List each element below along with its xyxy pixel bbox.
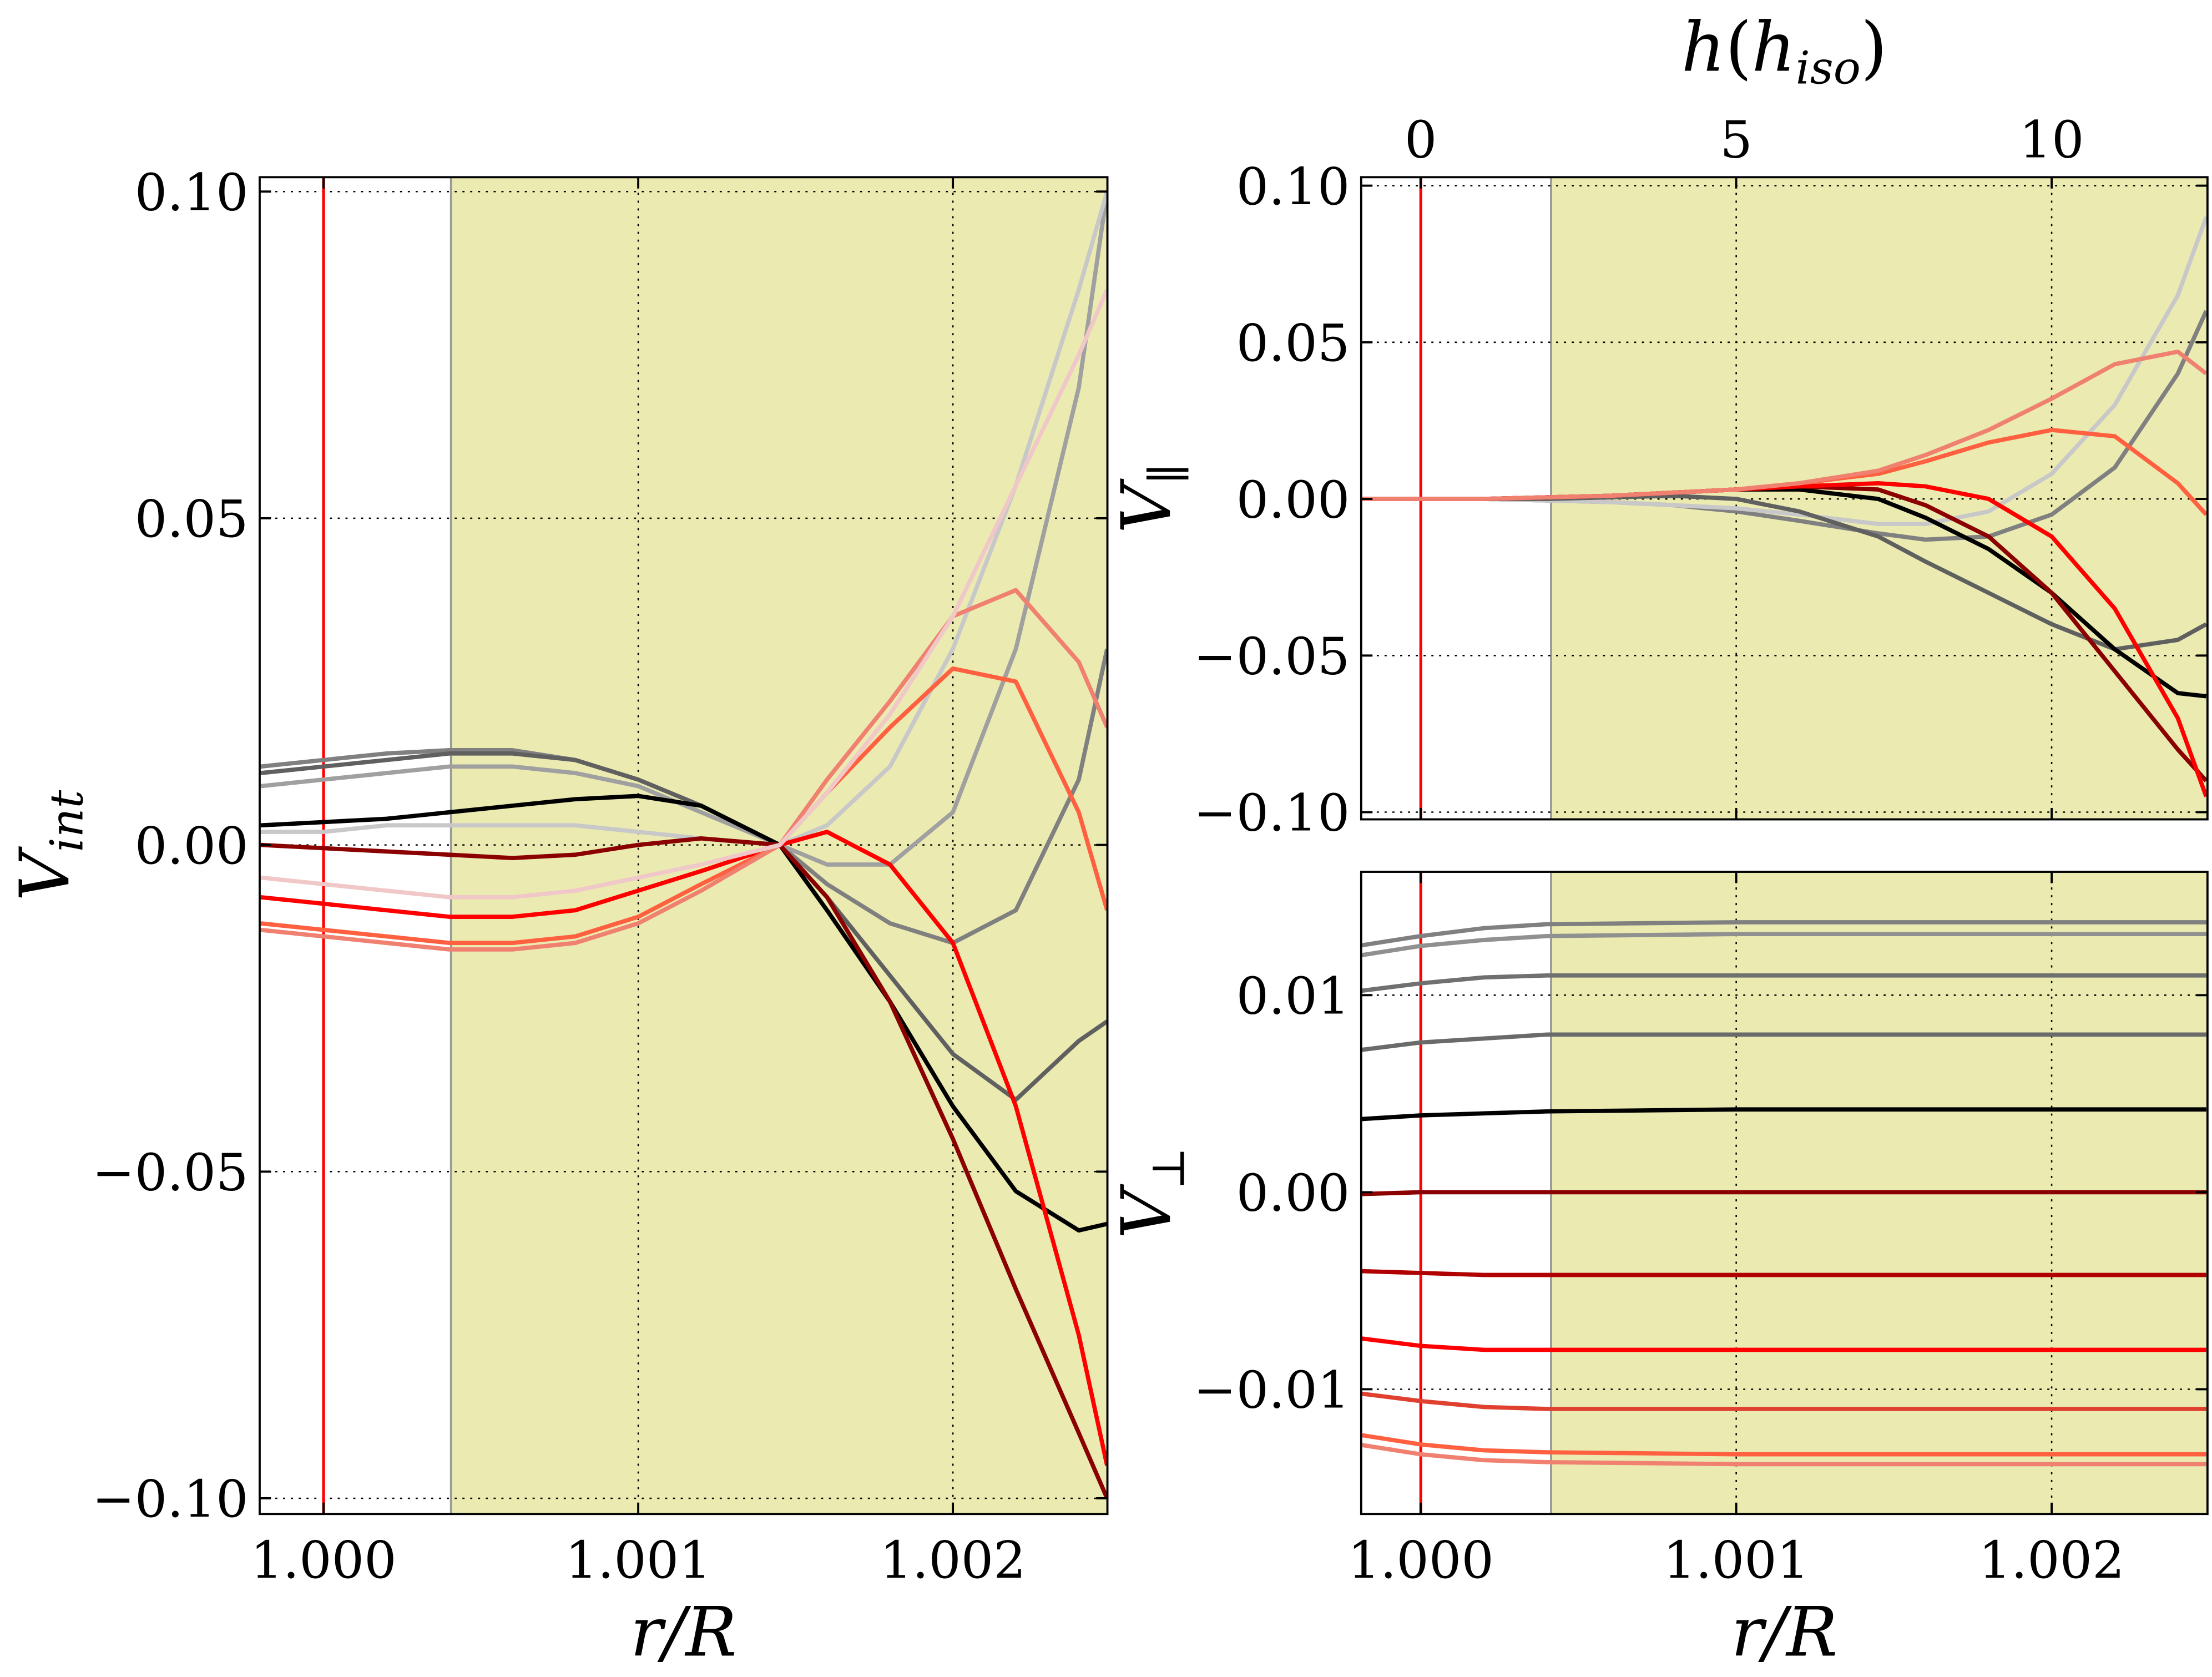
- x-tick-label: 1.000: [1348, 1530, 1494, 1590]
- y-tick-label: −0.05: [1194, 627, 1350, 686]
- y-tick-label: −0.10: [92, 1469, 249, 1529]
- plot-area: [1361, 177, 2208, 820]
- y-tick-label: 0.10: [1236, 157, 1350, 216]
- y-tick-label: 0.01: [1236, 967, 1350, 1026]
- line-series: [1361, 1032, 2206, 1052]
- line-series: [1361, 1107, 2206, 1122]
- line-series: [1361, 1269, 2206, 1277]
- label-part: int: [41, 790, 94, 852]
- line-series: [1361, 920, 2206, 948]
- line-series: [1361, 1391, 2206, 1411]
- y-tick-label: 0.00: [1236, 1164, 1350, 1223]
- x-axis-label: r/R: [1731, 1593, 1837, 1672]
- label-part: h: [1752, 8, 1796, 87]
- line-series: [260, 830, 1108, 1466]
- label-part: (: [1725, 8, 1752, 87]
- y-tick-label: 0.05: [135, 489, 249, 549]
- label-part: V: [5, 846, 84, 901]
- line-series: [1361, 1336, 2206, 1352]
- label-part: ): [1861, 8, 1887, 87]
- line-series: [1361, 1442, 2206, 1467]
- line-series: [260, 666, 1108, 946]
- x-tick-label: 1.000: [250, 1530, 396, 1590]
- x2-tick-label: 0: [1405, 110, 1437, 170]
- x2-tick-label: 10: [2019, 110, 2084, 170]
- y-tick-label: 0.05: [1236, 314, 1350, 373]
- x-tick-label: 1.002: [1978, 1530, 2124, 1590]
- y-axis-label: Vint: [5, 790, 94, 901]
- axes-frame: [259, 176, 1109, 1516]
- x-tick-label: 1.002: [880, 1530, 1026, 1590]
- y-axis-label: V∥: [1107, 463, 1195, 533]
- line-series: [1361, 1433, 2206, 1457]
- x-axis-label: r/R: [630, 1593, 737, 1672]
- line-series: [260, 836, 1108, 1499]
- label-part: h: [1681, 8, 1725, 87]
- line-series: [1361, 1190, 2206, 1196]
- y-tick-label: 0.00: [135, 816, 249, 876]
- x-tick-label: 1.001: [1663, 1530, 1809, 1590]
- y-tick-label: 0.00: [1236, 470, 1350, 529]
- plot-area: [1361, 872, 2208, 1514]
- x-tick-label: 1.001: [565, 1530, 711, 1590]
- label-part: V: [1107, 1183, 1186, 1239]
- label-part: iso: [1796, 42, 1861, 95]
- y-tick-label: 0.10: [135, 163, 249, 222]
- line-series: [260, 191, 1108, 867]
- line-series: [1361, 349, 2208, 501]
- label-part: V: [1107, 478, 1186, 533]
- x2-tick-label: 5: [1720, 110, 1753, 170]
- axes-frame: [1360, 176, 2209, 821]
- line-series: [1361, 973, 2206, 993]
- label-part: ∥: [1142, 463, 1195, 484]
- x2-axis-label: h(hiso): [1681, 8, 1887, 95]
- y-tick-label: −0.10: [1194, 784, 1350, 843]
- y-tick-label: −0.05: [92, 1143, 249, 1202]
- plot-area: [259, 177, 1108, 1514]
- line-series: [1361, 932, 2206, 958]
- line-series: [260, 794, 1108, 1233]
- y-tick-label: −0.01: [1194, 1361, 1350, 1420]
- line-series: [260, 588, 1108, 952]
- axes-frame: [1360, 871, 2209, 1516]
- y-axis-label: V⊥: [1107, 1147, 1195, 1239]
- line-series: [260, 289, 1108, 900]
- label-part: ⊥: [1142, 1147, 1195, 1190]
